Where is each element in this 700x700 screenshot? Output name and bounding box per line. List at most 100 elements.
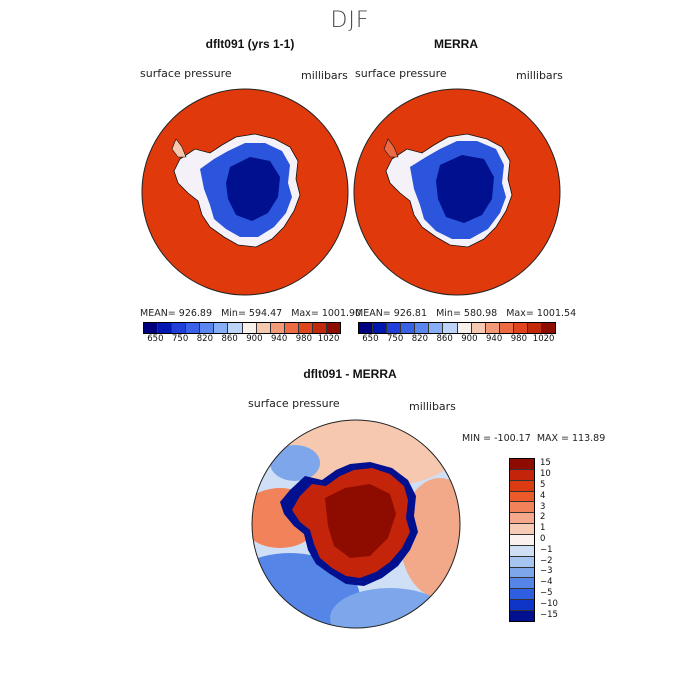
colorbar-swatch	[401, 323, 416, 333]
colorbar-swatch	[471, 323, 486, 333]
colorbar-swatch	[510, 469, 534, 481]
stats-obs: MEAN= 926.81 Min= 580.98 Max= 1001.54	[355, 308, 577, 319]
colorbar-swatch	[510, 459, 534, 470]
colorbar-obs: 650 750 820 860 900 940 980 1020	[358, 322, 556, 346]
colorbar-tick-label: 940	[271, 334, 288, 344]
colorbar-swatches	[358, 322, 556, 334]
colorbar-tick-label: −2	[540, 555, 553, 566]
colorbar-tick-label: 860	[436, 334, 453, 344]
colorbar-swatch	[499, 323, 514, 333]
colorbar-swatch	[359, 323, 374, 333]
colorbar-tick-label: −5	[540, 588, 553, 598]
colorbar-model: 650 750 820 860 900 940 980 1020	[143, 322, 341, 346]
colorbar-swatch	[172, 323, 187, 333]
colorbar-swatch	[457, 323, 472, 333]
colorbar-tick-label: 5	[540, 480, 546, 490]
map-diff	[251, 419, 461, 629]
colorbar-tick-label: 0	[540, 534, 546, 544]
colorbar-tick-label: 750	[387, 334, 404, 344]
colorbar-tick-label: 820	[196, 334, 213, 344]
colorbar-swatch	[510, 567, 534, 579]
colorbar-swatch	[144, 323, 159, 333]
colorbar-tick-label: 650	[147, 334, 164, 344]
colorbar-tick-label: 980	[510, 334, 527, 344]
positive-anomaly-east	[400, 478, 460, 598]
colorbar-swatch	[443, 323, 458, 333]
units-label-model: millibars	[301, 69, 348, 82]
colorbar-swatch	[527, 323, 543, 333]
colorbar-swatch	[415, 323, 430, 333]
figure-title: DJF	[330, 8, 370, 33]
colorbar-swatch	[429, 323, 444, 333]
colorbar-ticks: 650 750 820 860 900 940 980 1020	[143, 334, 341, 346]
variable-label-diff: surface pressure	[248, 397, 340, 410]
minmax-diff: MIN = -100.17 MAX = 113.89	[462, 433, 606, 444]
peninsula	[171, 138, 187, 158]
colorbar-swatch	[510, 502, 534, 514]
colorbar-swatch	[510, 545, 534, 557]
colorbar-swatch	[186, 323, 201, 333]
colorbar-swatch	[485, 323, 500, 333]
panel-title-diff: dflt091 - MERRA	[303, 367, 397, 381]
map-border	[251, 419, 461, 629]
plateau-field	[226, 157, 280, 221]
colorbar-tick-label: 860	[221, 334, 238, 344]
panel-title-model: dflt091 (yrs 1-1)	[205, 37, 295, 51]
colorbar-swatch	[510, 556, 534, 568]
colorbar-swatch	[510, 589, 534, 601]
colorbar-tick-label: 2	[540, 512, 546, 523]
negative-anomaly-northwest	[270, 445, 320, 481]
units-label-diff: millibars	[409, 400, 456, 413]
plateau-anomaly	[325, 484, 396, 558]
colorbar-swatch	[158, 323, 173, 333]
map-obs	[353, 88, 561, 296]
colorbar-swatch	[284, 323, 299, 333]
colorbar-tick-label: 750	[172, 334, 189, 344]
colorbar-tick-label: 900	[461, 334, 478, 344]
colorbar-swatch	[510, 535, 534, 546]
colorbar-swatch	[510, 611, 534, 621]
colorbar-swatch	[510, 491, 534, 503]
colorbar-swatch	[327, 323, 341, 333]
colorbar-swatch	[510, 524, 534, 536]
colorbar-swatch	[373, 323, 388, 333]
peninsula	[383, 138, 399, 158]
negative-anomaly-south	[330, 588, 450, 628]
colorbar-swatch	[510, 513, 534, 525]
variable-label-model: surface pressure	[140, 67, 232, 80]
colorbar-tick-label: 980	[295, 334, 312, 344]
variable-label-obs: surface pressure	[355, 67, 447, 80]
colorbar-diff-ticks: 15 10 5 4 3 2 1 0 −1 −2 −3 −4 −5 −10 −15	[540, 458, 580, 620]
colorbar-tick-label: −1	[540, 544, 553, 555]
colorbar-swatch	[214, 323, 229, 333]
colorbar-tick-label: 650	[362, 334, 379, 344]
colorbar-swatch	[510, 600, 534, 612]
colorbar-tick-label: 940	[486, 334, 503, 344]
colorbar-swatch	[298, 323, 313, 333]
colorbar-tick-label: −10	[540, 598, 558, 609]
colorbar-swatch	[256, 323, 271, 333]
colorbar-swatch	[513, 323, 528, 333]
colorbar-swatch	[510, 578, 534, 590]
colorbar-swatch	[200, 323, 215, 333]
colorbar-swatches	[143, 322, 341, 334]
colorbar-diff	[509, 458, 535, 622]
colorbar-tick-label: 4	[540, 490, 546, 501]
colorbar-swatch	[387, 323, 402, 333]
colorbar-tick-label: 3	[540, 501, 546, 512]
map-model	[141, 88, 349, 296]
colorbar-swatch	[510, 480, 534, 492]
colorbar-tick-label: 10	[540, 469, 551, 480]
colorbar-tick-label: 1020	[317, 334, 340, 344]
stats-model: MEAN= 926.89 Min= 594.47 Max= 1001.90	[140, 308, 362, 319]
colorbar-swatch	[270, 323, 285, 333]
colorbar-ticks: 650 750 820 860 900 940 980 1020	[358, 334, 556, 346]
colorbar-swatch	[242, 323, 257, 333]
colorbar-tick-label: −15	[540, 609, 558, 620]
units-label-obs: millibars	[516, 69, 563, 82]
colorbar-swatch	[228, 323, 243, 333]
colorbar-swatch	[312, 323, 328, 333]
colorbar-tick-label: 900	[246, 334, 263, 344]
colorbar-tick-label: 15	[540, 458, 551, 469]
colorbar-tick-label: −4	[540, 577, 553, 588]
